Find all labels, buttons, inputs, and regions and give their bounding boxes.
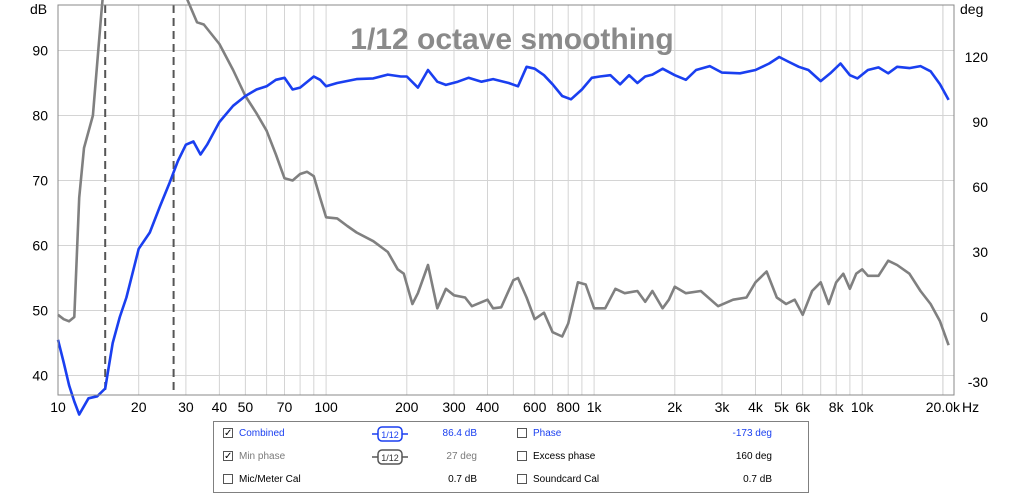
- y2-tick-label: 60: [972, 179, 988, 195]
- y2-tick-labels: -30 0 30 60 90 120: [965, 49, 989, 390]
- smoothing-label: 1/12: [381, 453, 399, 463]
- soundcard-cal-label: Soundcard Cal: [533, 474, 600, 485]
- y2-axis-unit: deg: [960, 1, 983, 17]
- x-tick-label: 100: [314, 399, 338, 415]
- x-tick-label: 50: [238, 399, 254, 415]
- y2-tick-label: 120: [965, 49, 989, 65]
- mic-cal-value: 0.7 dB: [448, 474, 477, 485]
- x-tick-label: 300: [442, 399, 466, 415]
- legend-row-combined: ✓ Combined 1/12 86.4 dB Phase -173 deg: [214, 424, 808, 444]
- y-tick-label: 90: [32, 43, 48, 59]
- y2-tick-label: 90: [972, 114, 988, 130]
- legend-row-mic-cal: Mic/Meter Cal 0.7 dB Soundcard Cal 0.7 d…: [214, 470, 808, 490]
- y-axis-unit: dB: [30, 1, 47, 17]
- combined-checkbox[interactable]: ✓: [223, 428, 233, 439]
- min-phase-value: 27 deg: [446, 451, 477, 462]
- y2-tick-label: 0: [980, 309, 988, 325]
- y-tick-label: 40: [32, 368, 48, 384]
- min-phase-label: Min phase: [239, 451, 286, 462]
- series-group: [56, 0, 950, 416]
- legend-panel: ✓ Combined 1/12 86.4 dB Phase -173 deg ✓…: [213, 421, 809, 493]
- x-tick-label: 800: [557, 399, 581, 415]
- mic-cal-checkbox[interactable]: [223, 474, 233, 484]
- x-tick-label: 4k: [748, 399, 764, 415]
- y-tick-label: 80: [32, 108, 48, 124]
- excess-phase-checkbox[interactable]: [517, 451, 527, 461]
- soundcard-cal-value: 0.7 dB: [743, 474, 772, 485]
- smoothing-label: 1/12: [381, 430, 399, 440]
- y-tick-label: 50: [32, 303, 48, 319]
- x-tick-label: 3k: [715, 399, 731, 415]
- combined-line: [56, 55, 950, 416]
- x-tick-label: 20: [131, 399, 147, 415]
- combined-label: Combined: [239, 428, 285, 439]
- min-phase-checkbox[interactable]: ✓: [223, 451, 233, 462]
- y2-tick-label: 30: [972, 244, 988, 260]
- x-axis-unit: Hz: [962, 399, 979, 415]
- legend-row-min-phase: ✓ Min phase 1/12 27 deg Excess phase 160…: [214, 447, 808, 467]
- smoothing-icon[interactable]: 1/12: [372, 448, 408, 466]
- phase-checkbox[interactable]: [517, 428, 527, 438]
- x-tick-label: 20.0k: [926, 399, 961, 415]
- y-tick-label: 60: [32, 238, 48, 254]
- min-phase-line: [57, 0, 950, 346]
- plot-background: [58, 5, 954, 395]
- x-tick-labels: 10 20 30 40 50 70 100 200 300 400 600 800 1k 2k 3k 4k 5k…: [50, 399, 961, 415]
- smoothing-icon[interactable]: 1/12: [372, 425, 408, 443]
- mic-cal-label: Mic/Meter Cal: [239, 474, 301, 485]
- combined-value: 86.4 dB: [442, 428, 477, 439]
- grid-lines: [57, 5, 954, 395]
- x-tick-label: 1k: [587, 399, 603, 415]
- phase-label: Phase: [533, 428, 562, 439]
- x-tick-label: 40: [212, 399, 228, 415]
- x-tick-label: 600: [523, 399, 547, 415]
- x-tick-label: 10k: [851, 399, 875, 415]
- x-tick-label: 2k: [667, 399, 683, 415]
- x-tick-label: 200: [395, 399, 419, 415]
- phase-value: -173 deg: [732, 428, 772, 439]
- chart-title: 1/12 octave smoothing: [350, 23, 673, 56]
- x-tick-label: 10: [50, 399, 66, 415]
- marker-lines: [104, 5, 175, 395]
- excess-phase-value: 160 deg: [735, 451, 772, 462]
- y2-tick-label: -30: [968, 374, 988, 390]
- x-tick-label: 70: [277, 399, 293, 415]
- frequency-response-chart: 1/12 octave smoothing 10 20 30 40 50 70 100 200…: [30, 0, 989, 416]
- x-tick-label: 30: [178, 399, 194, 415]
- y-tick-labels: 40 50 60 70 80 90: [32, 43, 48, 384]
- x-tick-label: 400: [476, 399, 500, 415]
- plot-border: [57, 4, 955, 396]
- x-tick-label: 5k: [774, 399, 790, 415]
- x-tick-label: 6k: [795, 399, 811, 415]
- excess-phase-label: Excess phase: [533, 451, 596, 462]
- soundcard-cal-checkbox[interactable]: [517, 474, 527, 484]
- x-tick-label: 8k: [829, 399, 845, 415]
- y-tick-label: 70: [32, 173, 48, 189]
